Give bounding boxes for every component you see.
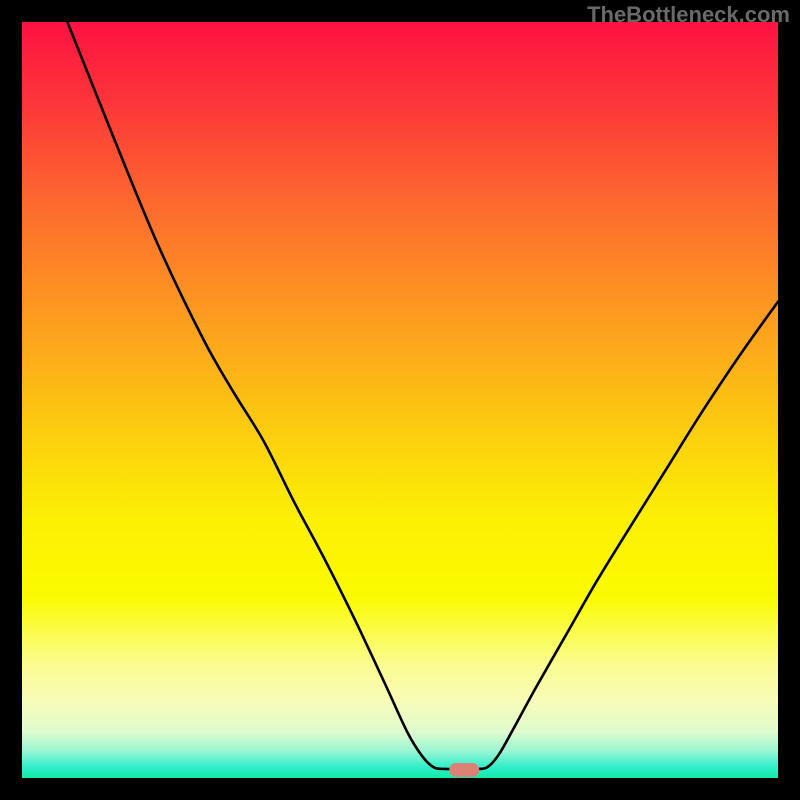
watermark-text: TheBottleneck.com [587,2,790,28]
frame-border-right [778,0,800,800]
chart-container: TheBottleneck.com [0,0,800,800]
bottleneck-curve-chart [0,0,800,800]
frame-border-bottom [0,778,800,800]
frame-border-left [0,0,22,800]
optimal-point-marker [449,763,479,777]
chart-gradient-background [22,22,778,778]
